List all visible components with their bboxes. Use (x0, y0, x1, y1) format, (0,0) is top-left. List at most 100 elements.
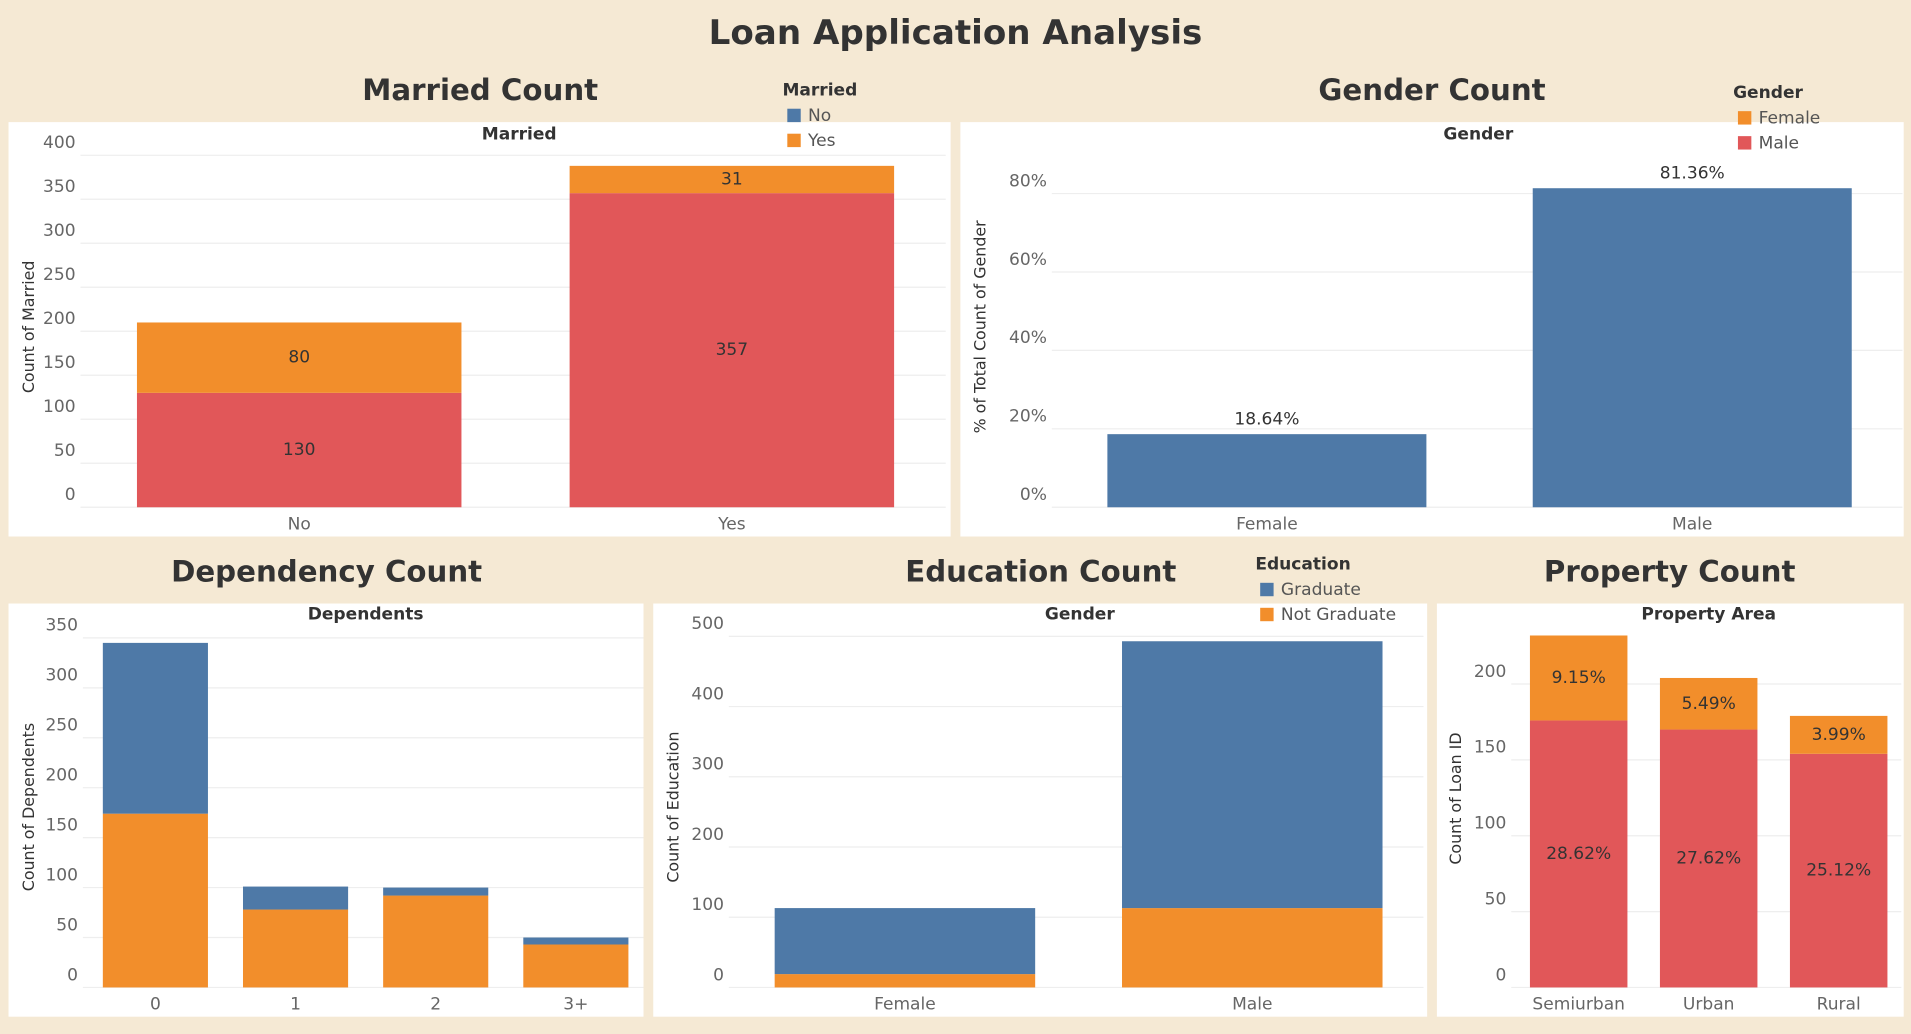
bar-segment (1789, 715, 1888, 754)
x-tick-label: 3+ (563, 995, 588, 1015)
bar-segment (1659, 677, 1758, 730)
y-tick-label: 100 (1474, 814, 1507, 834)
data-label: 25.12% (1806, 861, 1871, 881)
x-tick-label: No (288, 514, 311, 534)
legend-swatch (1260, 607, 1274, 622)
bar-segment (1529, 720, 1628, 988)
y-tick-label: 0 (67, 965, 78, 985)
column-header: Gender (1443, 124, 1513, 144)
data-label: 5.49% (1682, 694, 1736, 714)
x-tick-label: Male (1672, 514, 1712, 534)
chart-title: Property Count (1544, 555, 1796, 589)
y-tick-label: 200 (43, 309, 76, 329)
y-axis-label: Count of Education (663, 732, 682, 883)
bar-segment (1122, 908, 1383, 988)
bar-segment (383, 895, 489, 988)
legend-label: Graduate (1281, 580, 1361, 600)
dashboard-title: Loan Application Analysis (709, 13, 1203, 53)
bar-segment (1529, 635, 1628, 721)
y-tick-label: 350 (45, 616, 78, 636)
y-tick-label: 300 (691, 755, 724, 775)
y-tick-label: 350 (43, 177, 76, 197)
legend-swatch (787, 133, 801, 148)
data-label: 27.62% (1676, 848, 1741, 868)
data-label: 31 (721, 169, 743, 189)
y-tick-label: 500 (691, 614, 724, 634)
x-tick-label: Rural (1817, 995, 1861, 1015)
y-tick-label: 50 (1485, 889, 1507, 909)
x-tick-label: 1 (290, 995, 301, 1015)
y-tick-label: 200 (45, 766, 78, 786)
x-tick-label: Urban (1683, 995, 1735, 1015)
y-tick-label: 150 (1474, 738, 1507, 758)
y-tick-label: 0 (1496, 965, 1507, 985)
y-tick-label: 250 (43, 265, 76, 285)
bar-segment (523, 937, 629, 945)
column-header: Dependents (308, 605, 424, 625)
y-tick-label: 0% (1020, 485, 1047, 505)
y-tick-label: 300 (45, 666, 78, 686)
bar (1107, 434, 1427, 508)
legend-swatch (1737, 111, 1752, 125)
legend-swatch (1260, 582, 1274, 597)
x-tick-label: 0 (150, 995, 161, 1015)
bar-segment (569, 165, 895, 194)
y-tick-label: 0 (713, 965, 724, 985)
y-tick-label: 40% (1009, 328, 1047, 348)
x-tick-label: Semiurban (1532, 995, 1625, 1015)
legend-label: Yes (807, 131, 836, 151)
chart-title: Married Count (362, 73, 598, 107)
y-tick-label: 80% (1009, 171, 1047, 191)
column-header: Property Area (1641, 605, 1776, 625)
x-tick-label: Female (1236, 514, 1298, 534)
legend-swatch (787, 108, 801, 123)
bar-segment (102, 813, 208, 988)
data-label: 357 (716, 340, 749, 360)
y-axis-label: Count of Married (19, 261, 38, 394)
y-axis-label: Count of Dependents (19, 723, 38, 891)
y-tick-label: 200 (691, 825, 724, 845)
data-label: 80 (288, 348, 310, 368)
bar-segment (242, 886, 349, 910)
y-tick-label: 50 (56, 915, 78, 935)
data-label: 81.36% (1660, 164, 1725, 184)
legend-title: Married (782, 80, 857, 100)
legend-title: Gender (1733, 83, 1803, 103)
y-tick-label: 200 (1474, 662, 1507, 682)
data-label: 18.64% (1234, 410, 1299, 430)
y-tick-label: 60% (1009, 250, 1047, 270)
y-tick-label: 20% (1009, 407, 1047, 427)
y-tick-label: 100 (691, 895, 724, 915)
bar-segment (569, 193, 895, 508)
data-label: 9.15% (1552, 668, 1606, 688)
chart-title: Dependency Count (171, 555, 482, 589)
bar-segment (1659, 729, 1758, 988)
bar (1532, 188, 1852, 508)
x-tick-label: Male (1232, 995, 1272, 1015)
x-tick-label: 2 (430, 995, 441, 1015)
y-tick-label: 400 (691, 684, 724, 704)
y-tick-label: 50 (54, 441, 76, 461)
y-tick-label: 100 (45, 865, 78, 885)
y-tick-label: 400 (43, 133, 76, 153)
bar-segment (242, 909, 349, 988)
data-label: 28.62% (1546, 844, 1611, 864)
y-tick-label: 250 (45, 716, 78, 736)
bar-segment (136, 322, 462, 393)
bar-segment (102, 642, 208, 814)
data-label: 3.99% (1812, 725, 1866, 745)
bar-segment (774, 908, 1036, 975)
y-tick-label: 150 (45, 815, 78, 835)
chart-title: Gender Count (1318, 73, 1545, 107)
legend-label: No (808, 106, 831, 126)
y-tick-label: 0 (65, 485, 76, 505)
y-axis-label: % of Total Count of Gender (971, 220, 990, 433)
legend-label: Not Graduate (1281, 605, 1396, 625)
x-tick-label: Yes (717, 514, 746, 534)
bar-segment (1122, 641, 1383, 909)
legend-label: Male (1759, 133, 1799, 153)
bar-segment (1789, 753, 1888, 988)
legend-title: Education (1255, 555, 1350, 575)
legend-swatch (1737, 136, 1752, 150)
